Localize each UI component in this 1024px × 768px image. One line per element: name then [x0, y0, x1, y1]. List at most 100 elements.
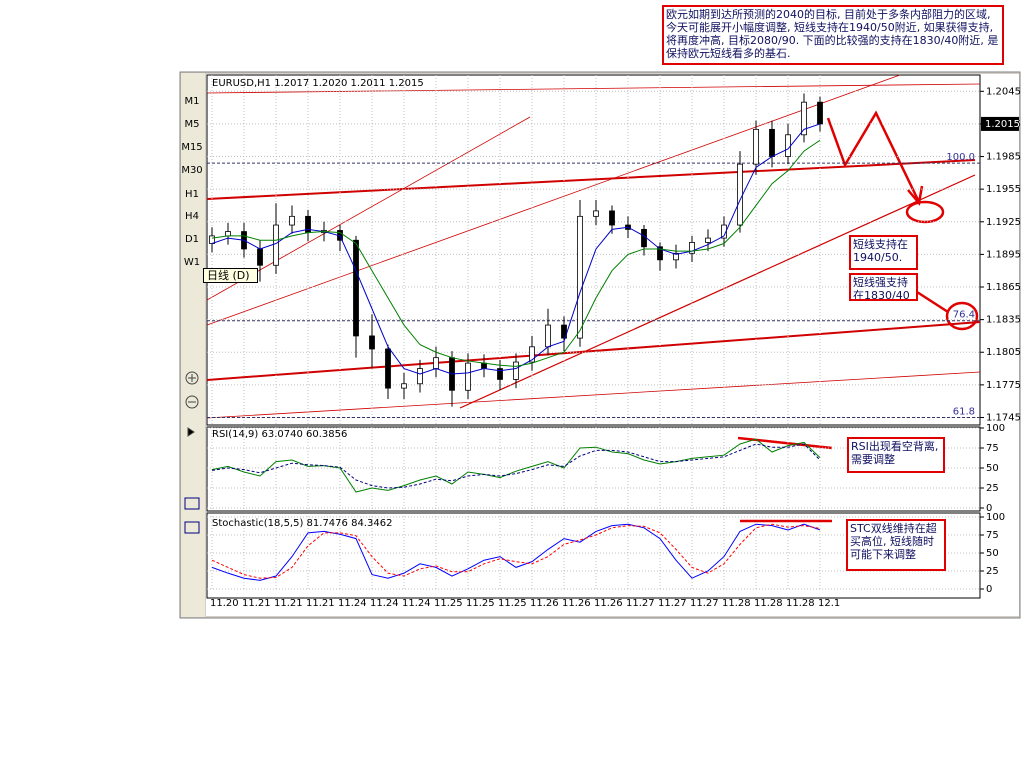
series-line: [211, 523, 821, 581]
x-tick-label: 11.25: [498, 598, 527, 609]
tooltip: 日线 (D): [203, 268, 258, 283]
y-tick-label: 1.1865: [986, 282, 1021, 293]
candle-body: [433, 357, 439, 369]
series-line: [211, 123, 821, 375]
annotation: RSI出现看空背离, 需要调整: [847, 437, 945, 473]
y-tick-label: 1.1985: [986, 152, 1021, 163]
y-tick-label: 25: [986, 566, 999, 577]
y-tick-label: 100: [986, 423, 1005, 434]
y-tick-label: 1.1835: [986, 315, 1021, 326]
trend-line: [206, 371, 981, 419]
trend-line: [206, 159, 976, 200]
x-tick-label: 11.26: [562, 598, 591, 609]
window-icon[interactable]: [184, 521, 200, 534]
y-tick-label: 0: [986, 584, 992, 595]
series-line: [211, 139, 821, 367]
x-tick-label: 11.27: [690, 598, 719, 609]
x-tick-label: 11.24: [370, 598, 399, 609]
timeframe-button[interactable]: W1: [184, 257, 200, 268]
candle-body: [721, 224, 727, 239]
candle-body: [801, 101, 807, 136]
x-tick-label: 11.25: [434, 598, 463, 609]
candle-body: [641, 228, 647, 248]
zoom-in-icon[interactable]: [185, 371, 199, 385]
panel-layer: 100 75 50 25 0 Stochastic(18,5,5) 81.7476 84.…: [207, 512, 1005, 595]
annotation: 欧元如期到达所预测的2040的目标, 目前处于多条内部阻力的区域, 今天可能展开…: [662, 5, 1004, 65]
toolbar: [181, 73, 205, 617]
candle-body: [369, 335, 375, 350]
candle-body: [753, 128, 759, 165]
candle-body: [705, 237, 711, 243]
window-icon[interactable]: [184, 497, 200, 510]
annotation: 短线强支持在1830/40: [849, 273, 918, 301]
x-tick-label: 11.27: [626, 598, 655, 609]
candle-body: [401, 383, 407, 389]
candle-body: [769, 128, 775, 157]
support-ellipse: [945, 301, 979, 331]
zoom-out-icon[interactable]: [185, 395, 199, 409]
pointer-line: [916, 290, 949, 314]
candle-body: [545, 324, 551, 348]
candle-body: [465, 362, 471, 391]
candle-body: [577, 215, 583, 339]
timeframe-button[interactable]: H1: [185, 189, 199, 200]
x-tick-label: 11.26: [530, 598, 559, 609]
panel-title: RSI(14,9) 63.0740 60.3856: [212, 429, 347, 440]
timeframe-button[interactable]: M1: [185, 96, 200, 107]
candle-body: [529, 346, 535, 363]
panel-layer: 1.2045 1.2015 1.1985 1.1955 1.1925 1.1895 1.18…: [207, 75, 1021, 424]
candle-body: [481, 362, 487, 369]
annotation: STC双线维持在超买高位, 短线随时可能下来调整: [846, 519, 946, 571]
rsi-panel: [206, 426, 981, 512]
candle-body: [673, 252, 679, 261]
candle-body: [273, 224, 279, 266]
series-line: [211, 523, 821, 579]
y-tick-label: 75: [986, 530, 999, 541]
trend-line: [206, 321, 981, 381]
trend-line: [206, 74, 901, 326]
y-tick-label: 75: [986, 443, 999, 454]
y-tick-label: 1.1895: [986, 249, 1021, 260]
trend-line: [459, 174, 976, 409]
x-tick-label: 12.1: [818, 598, 840, 609]
x-tick-label: 11.21: [274, 598, 303, 609]
panel-title: EURUSD,H1 1.2017 1.2020 1.2011 1.2015: [212, 78, 424, 89]
x-tick-label: 11.24: [402, 598, 431, 609]
candle-body: [737, 163, 743, 226]
candle-body: [657, 246, 663, 261]
x-tick-label: 11.28: [786, 598, 815, 609]
y-tick-label: 1.1925: [986, 217, 1021, 228]
candle-body: [561, 324, 567, 339]
candle-body: [289, 215, 295, 226]
panel-layer: 100 75 50 25 0 RSI(14,9) 63.0740 60.3856: [207, 423, 1005, 514]
candle-body: [385, 348, 391, 389]
x-tick-label: 11.28: [754, 598, 783, 609]
timeframe-button[interactable]: H4: [185, 211, 199, 222]
fib-level-label: 76.4: [953, 310, 975, 321]
arrow-icon[interactable]: [187, 427, 195, 437]
timeframe-button[interactable]: M30: [181, 165, 202, 176]
candle-body: [497, 368, 503, 380]
timeframe-button[interactable]: M5: [185, 119, 200, 130]
price-panel: [206, 74, 981, 426]
x-tick-label: 11.21: [242, 598, 271, 609]
y-tick-label: 1.1745: [986, 412, 1021, 423]
series-line: [211, 438, 821, 493]
trend-lines: [206, 74, 981, 419]
timeframe-button[interactable]: M15: [181, 142, 202, 153]
candle-body: [817, 101, 823, 125]
y-tick-label: 1.1775: [986, 380, 1021, 391]
trend-line: [206, 116, 531, 301]
toolbar-icons: [184, 371, 200, 534]
timeframe-button[interactable]: D1: [185, 234, 199, 245]
x-tick-label: 11.20: [210, 598, 239, 609]
last-price-box: [981, 116, 1019, 131]
candle-body: [225, 231, 231, 237]
panel-title: Stochastic(18,5,5) 81.7476 84.3462: [212, 518, 392, 529]
stochastic-panel: [206, 512, 981, 599]
x-tick-label: 11.26: [594, 598, 623, 609]
candle-body: [593, 210, 599, 217]
candle-body: [609, 210, 615, 226]
candle-body: [257, 248, 263, 266]
